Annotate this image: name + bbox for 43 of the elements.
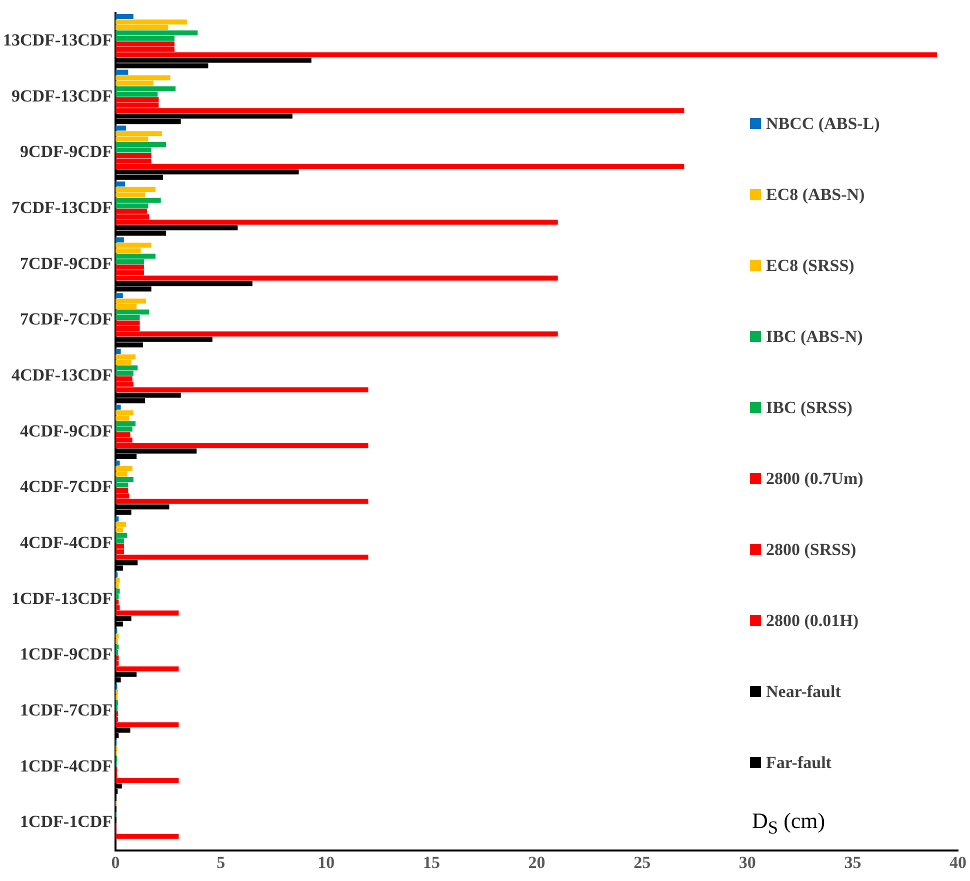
y-tick-label: 7CDF-13CDF [11, 198, 113, 217]
y-tick-label: 1CDF-13CDF [11, 588, 113, 608]
x-tick-label: 30 [738, 853, 756, 872]
x-axis-title: D$_{S}$ (cm) [752, 808, 826, 838]
y-tick-label: 9CDF-9CDF [20, 142, 113, 162]
legend-label: Far-fault [766, 752, 832, 772]
legend-label: EC8 (SRSS) [766, 256, 854, 276]
bar [116, 70, 128, 75]
x-tick-label: 35 [844, 853, 862, 872]
y-tick-label: 4CDF-7CDF [20, 477, 113, 496]
legend-label: Near-fault [766, 682, 841, 702]
bar [116, 126, 126, 131]
legend-label: IBC (SRSS) [766, 398, 852, 418]
y-tick-label: 4CDF-9CDF [20, 421, 113, 440]
legend-label: 2800 (SRSS) [766, 540, 856, 560]
y-tick-label: 9CDF-13CDF [11, 86, 113, 106]
x-tick-label: 15 [422, 853, 440, 872]
bar [116, 181, 126, 186]
legend-label: IBC (ABS-N) [766, 326, 863, 346]
y-tick-label: 7CDF-9CDF [20, 254, 113, 273]
x-tick-label: 10 [318, 853, 335, 872]
y-tick-label: 1CDF-9CDF [20, 644, 113, 664]
bar [116, 237, 124, 242]
y-tick-label: 1CDF-4CDF [20, 756, 113, 776]
y-tick-label: 1CDF-7CDF [20, 700, 113, 720]
y-tick-label: 4CDF-4CDF [20, 532, 113, 552]
x-tick-label: 5 [216, 853, 226, 872]
x-tick-label: 20 [528, 853, 546, 872]
bar [116, 348, 121, 354]
legend-label: 2800 (0.7Um) [766, 468, 864, 488]
y-tick-label: 1CDF-1CDF [20, 812, 113, 832]
bar [116, 404, 121, 410]
x-tick-label: 25 [634, 853, 651, 872]
legend-label: 2800 (0.01H) [766, 610, 859, 630]
y-tick-label: 13CDF-13CDF [2, 30, 113, 50]
x-tick-label: 0 [111, 853, 120, 872]
bar [116, 293, 123, 298]
y-tick-label: 7CDF-7CDF [20, 310, 113, 329]
legend-label: NBCC (ABS-L) [766, 114, 880, 134]
legend-label: EC8 (ABS-N) [766, 184, 865, 204]
x-tick-label: 40 [950, 853, 966, 872]
y-tick-label: 4CDF-13CDF [11, 365, 113, 384]
bar [116, 14, 134, 20]
